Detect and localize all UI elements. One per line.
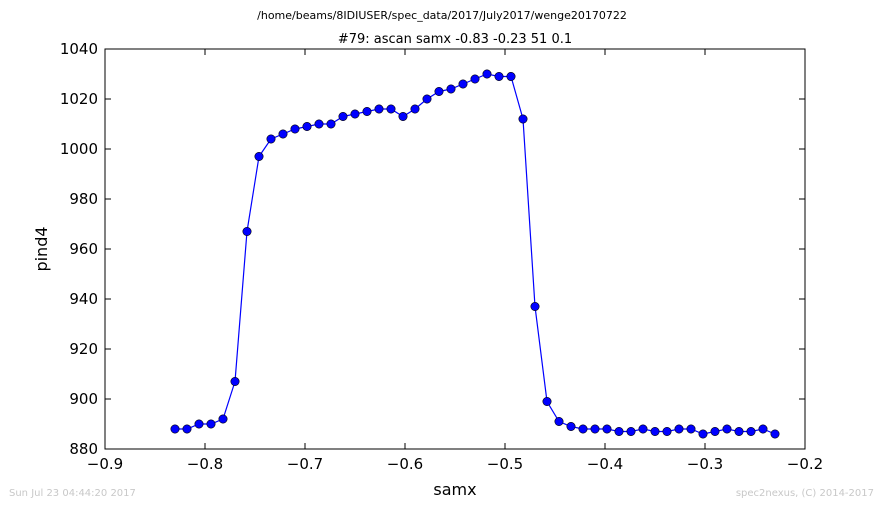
data-point [362,107,372,117]
data-point [626,426,636,436]
y-tick-label: 940 [69,290,98,308]
y-tick-label: 1000 [60,140,98,158]
data-point [470,74,480,84]
data-point [326,119,336,129]
data-point [746,426,756,436]
x-tick-label: −0.7 [287,455,323,473]
data-point [314,119,324,129]
data-point [482,69,492,79]
y-tick-label: 960 [69,240,98,258]
x-tick-label: −0.5 [487,455,523,473]
y-axis-ticks: 880 900 920 940 960 980 1000 1020 1040 [60,40,805,458]
data-point [686,424,696,434]
data-point [206,419,216,429]
data-point [386,104,396,114]
data-point [194,419,204,429]
data-point [506,72,516,82]
data-point [650,426,660,436]
data-point [374,104,384,114]
y-tick-label: 1040 [60,40,98,58]
data-point [494,72,504,82]
x-tick-label: −0.3 [687,455,723,473]
data-point [434,87,444,97]
data-point [398,112,408,122]
data-point [302,122,312,132]
data-point [674,424,684,434]
data-point [182,424,192,434]
series-line [175,73,776,435]
x-axis-ticks: −0.9 −0.8 −0.7 −0.6 −0.5 −0.4 −0.3 −0.2 [87,49,823,473]
data-point [530,301,540,311]
y-tick-label: 920 [69,340,98,358]
data-point [710,426,720,436]
data-point [578,424,588,434]
data-point [446,84,456,94]
data-point [614,426,624,436]
data-point [542,396,552,406]
x-tick-label: −0.4 [587,455,623,473]
data-point [590,424,600,434]
data-point [602,424,612,434]
footer-credit: spec2nexus, (C) 2014-2017 [735,488,874,499]
data-point [170,424,180,434]
x-tick-label: −0.9 [87,455,123,473]
data-point [518,114,528,124]
y-tick-label: 1020 [60,90,98,108]
x-axis-label: samx [433,480,476,499]
data-point [254,152,264,162]
x-tick-label: −0.8 [187,455,223,473]
data-point [566,421,576,431]
data-point [722,424,732,434]
data-point [230,376,240,386]
data-point [770,429,780,439]
series-pind4 [170,69,780,439]
x-tick-label: −0.2 [787,455,823,473]
data-point [338,112,348,122]
data-point [458,79,468,89]
data-point [734,426,744,436]
y-tick-label: 880 [69,440,98,458]
y-tick-label: 900 [69,390,98,408]
data-point [218,414,228,424]
y-axis-label: pind4 [32,226,51,271]
data-point [350,109,360,119]
x-tick-label: −0.6 [387,455,423,473]
data-point [758,424,768,434]
data-point [266,134,276,144]
chart-suptitle: /home/beams/8IDIUSER/spec_data/2017/July… [257,9,627,22]
data-point [242,227,252,237]
y-tick-label: 980 [69,190,98,208]
data-point [410,104,420,114]
data-point [278,129,288,139]
chart-title: #79: ascan samx -0.83 -0.23 51 0.1 [338,32,572,47]
data-point [422,94,432,104]
data-point [554,416,564,426]
data-point [698,429,708,439]
data-point [638,424,648,434]
data-point [662,426,672,436]
data-point [290,124,300,134]
plot-area-frame [104,48,806,450]
footer-timestamp: Sun Jul 23 04:44:20 2017 [9,488,136,499]
